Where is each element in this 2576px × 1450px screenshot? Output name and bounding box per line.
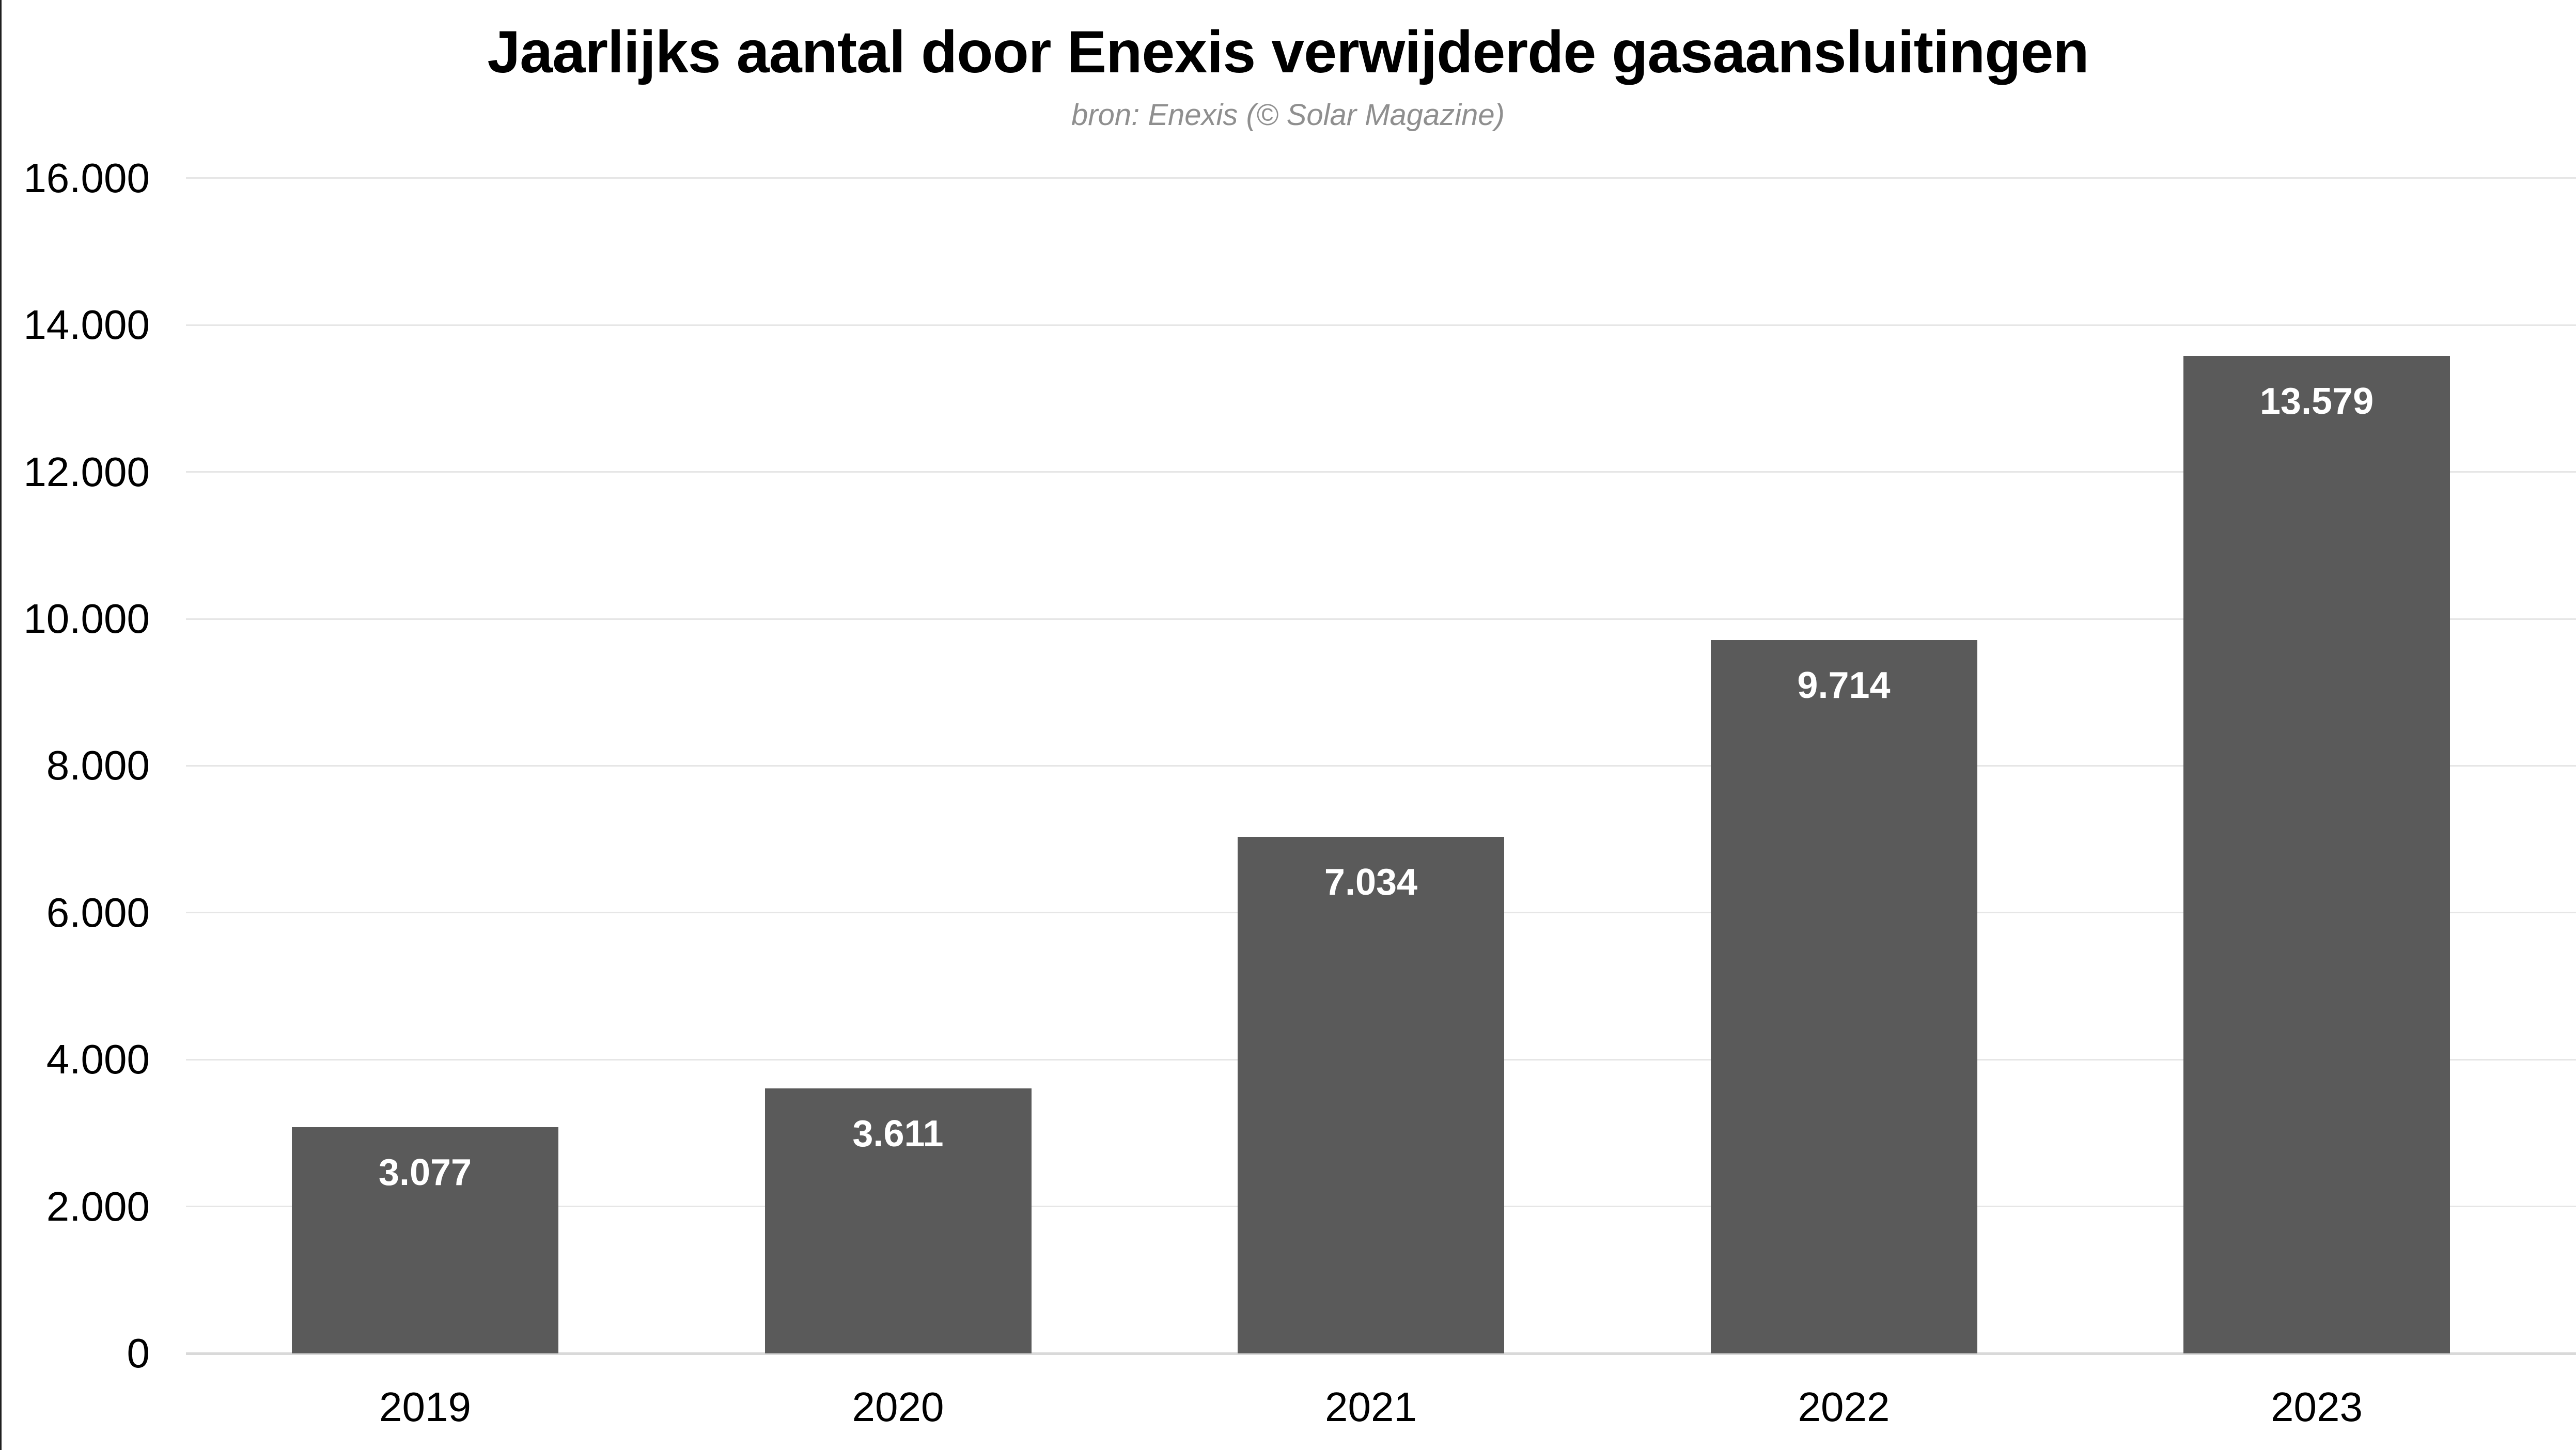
y-axis-tick-label: 16.000 bbox=[23, 154, 150, 201]
y-axis-tick-label: 12.000 bbox=[23, 448, 150, 495]
gridline bbox=[186, 177, 2576, 179]
bar-2023: 13.579 bbox=[2183, 356, 2450, 1353]
bar-2021: 7.034 bbox=[1238, 836, 1504, 1353]
y-axis-tick-label: 4.000 bbox=[46, 1036, 150, 1083]
bar-value-label: 3.611 bbox=[852, 1113, 944, 1155]
y-axis-tick-label: 10.000 bbox=[23, 596, 150, 642]
y-axis-tick-label: 14.000 bbox=[23, 302, 150, 348]
bar-2020: 3.611 bbox=[764, 1088, 1032, 1353]
x-axis-baseline bbox=[186, 1352, 2576, 1355]
gridline bbox=[186, 471, 2576, 473]
bar-value-label: 7.034 bbox=[1324, 861, 1418, 903]
gridline bbox=[186, 765, 2576, 767]
bar-value-label: 9.714 bbox=[1797, 664, 1891, 706]
chart-subtitle: bron: Enexis (© Solar Magazine) bbox=[1071, 98, 1505, 132]
chart-title: Jaarlijks aantal door Enexis verwijderde… bbox=[487, 19, 2089, 85]
bar-value-label: 3.077 bbox=[378, 1152, 472, 1194]
gridline bbox=[186, 324, 2576, 326]
bar-2022: 9.714 bbox=[1710, 640, 1977, 1353]
y-axis-tick-label: 0 bbox=[127, 1330, 150, 1376]
bar-2019: 3.077 bbox=[292, 1127, 558, 1353]
left-edge-line bbox=[0, 0, 2, 1450]
y-axis-tick-label: 2.000 bbox=[46, 1183, 150, 1229]
y-axis-tick-label: 8.000 bbox=[46, 742, 150, 789]
x-axis-label-2019: 2019 bbox=[379, 1384, 471, 1430]
x-axis-label-2023: 2023 bbox=[2271, 1384, 2363, 1430]
x-axis-label-2022: 2022 bbox=[1798, 1384, 1890, 1430]
x-axis-label-2020: 2020 bbox=[852, 1384, 944, 1430]
bar-value-label: 13.579 bbox=[2259, 381, 2374, 423]
gridline bbox=[186, 618, 2576, 620]
y-axis-tick-label: 6.000 bbox=[46, 889, 150, 936]
x-axis-label-2021: 2021 bbox=[1325, 1384, 1417, 1430]
